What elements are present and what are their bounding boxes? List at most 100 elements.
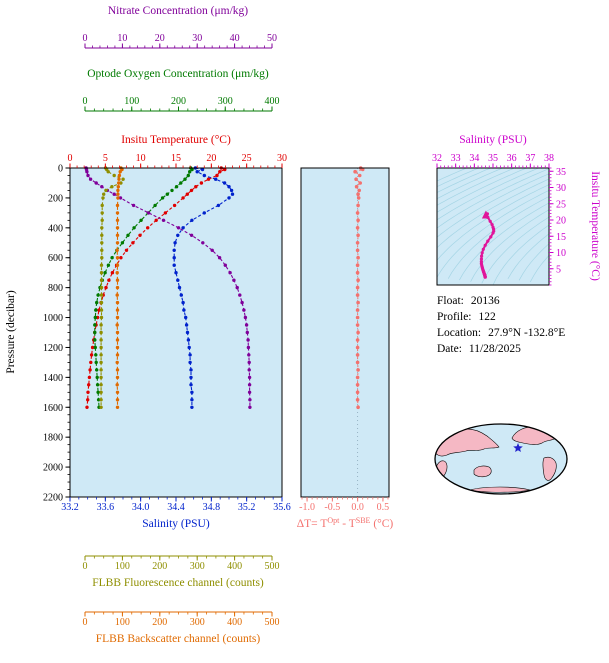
tick-label: 33 xyxy=(451,153,461,164)
tick-label: 34 xyxy=(469,153,479,164)
tick-label: 600 xyxy=(48,253,63,264)
tick-label: 30 xyxy=(556,183,566,194)
tick-label: 35 xyxy=(556,167,566,178)
tick-label: 400 xyxy=(265,96,280,107)
tick-label: 30 xyxy=(192,33,202,44)
tick-label: 1200 xyxy=(43,343,63,354)
tick-label: 0.5 xyxy=(377,502,390,513)
tick-label: 35 xyxy=(488,153,498,164)
tick-label: 100 xyxy=(124,96,139,107)
tick-label: 33.2 xyxy=(61,502,79,513)
delta-t-axis: -1.0 -0.5 0.0 0.5 xyxy=(299,497,389,513)
tick-label: 1800 xyxy=(43,433,63,444)
tick-label: 2000 xyxy=(43,463,63,474)
curve-salinity xyxy=(173,167,234,408)
tick-label: 1600 xyxy=(43,403,63,414)
location-label: Location: xyxy=(437,327,482,339)
tick-label: 0 xyxy=(83,33,88,44)
tick-label: 400 xyxy=(227,617,242,628)
tick-label: 20 xyxy=(155,33,165,44)
date-value: 11/28/2025 xyxy=(468,343,521,355)
tick-label: 40 xyxy=(230,33,240,44)
tick-label: 1000 xyxy=(43,313,63,324)
profile-start-arrow xyxy=(481,210,490,219)
tick-label: 30 xyxy=(277,153,287,164)
fluorescence-axis: 0 100 200 300 400 500 xyxy=(83,555,280,572)
delta-t-title-mid: - T xyxy=(339,518,355,530)
isopycnal-contours xyxy=(437,168,549,285)
float-label: Float: xyxy=(437,295,464,307)
tick-label: 300 xyxy=(190,561,205,572)
tick-label: -1.0 xyxy=(299,502,315,513)
tick-label: 300 xyxy=(218,96,233,107)
tick-label: 800 xyxy=(48,283,63,294)
tick-label: -0.5 xyxy=(324,502,340,513)
nitrate-axis: 0 10 20 30 40 50 xyxy=(83,33,277,49)
tick-label: 200 xyxy=(152,561,167,572)
tick-label: 0 xyxy=(83,96,88,107)
salinity-axis: 33.2 33.6 34.0 34.4 34.8 35.2 35.6 xyxy=(61,497,291,513)
date-label: Date: xyxy=(437,343,462,355)
tick-label: 34.0 xyxy=(132,502,150,513)
float-info-block: Float: 20136 Profile: 122 Location: 27.9°N … xyxy=(437,293,565,357)
backscatter-axis: 0 100 200 300 400 500 xyxy=(83,611,280,628)
ts-curve xyxy=(479,210,496,279)
float-info-row: Date: 11/28/2025 xyxy=(437,341,565,357)
fluorescence-axis-title: FLBB Fluorescence channel (counts) xyxy=(92,577,264,589)
tick-label: 300 xyxy=(190,617,205,628)
tick-label: 25 xyxy=(556,199,566,210)
tick-label: 25 xyxy=(242,153,252,164)
delta-t-axis-title: ΔT= TOpt - TSBE (°C) xyxy=(297,516,394,530)
tick-label: 38 xyxy=(544,153,554,164)
world-map xyxy=(434,423,568,495)
ts-salinity-axis: 32 33 34 35 36 37 38 xyxy=(432,153,554,168)
profile-value: 122 xyxy=(478,311,496,323)
tick-label: 200 xyxy=(48,193,63,204)
pressure-axis: 0 200 400 600 800 1000 1200 1400 1600 1800 2000 220… xyxy=(43,164,70,504)
tick-label: 0 xyxy=(58,164,63,175)
backscatter-axis-title: FLBB Backscatter channel (counts) xyxy=(96,633,261,645)
tick-label: 20 xyxy=(556,216,566,227)
tick-label: 32 xyxy=(432,153,442,164)
tick-label: 20 xyxy=(206,153,216,164)
tick-label: 50 xyxy=(267,33,277,44)
oxygen-axis: 0 100 200 300 400 xyxy=(83,96,280,112)
tick-label: 10 xyxy=(136,153,146,164)
delta-t-title-sup1: Opt xyxy=(327,516,340,525)
temperature-axis-title: Insitu Temperature (°C) xyxy=(121,134,231,146)
tick-label: 33.6 xyxy=(97,502,115,513)
tick-label: 0 xyxy=(68,153,73,164)
delta-t-title-suffix: (°C) xyxy=(370,518,393,530)
tick-label: 100 xyxy=(115,561,130,572)
tick-label: 34.4 xyxy=(167,502,185,513)
float-value: 20136 xyxy=(470,295,500,307)
tick-label: 500 xyxy=(265,561,280,572)
tick-label: 400 xyxy=(48,223,63,234)
delta-t-series xyxy=(353,166,365,410)
profile-label: Profile: xyxy=(437,311,472,323)
delta-t-title-prefix: ΔT= T xyxy=(297,518,328,530)
tick-label: 2200 xyxy=(43,493,63,504)
nitrate-axis-title: Nitrate Concentration (μm/kg) xyxy=(108,5,248,17)
tick-label: 15 xyxy=(556,232,566,243)
tick-label: 100 xyxy=(115,617,130,628)
float-info-row: Profile: 122 xyxy=(437,309,565,325)
delta-plot-area xyxy=(301,168,389,497)
float-info-row: Location: 27.9°N -132.8°E xyxy=(437,325,565,341)
tick-label: 5 xyxy=(103,153,108,164)
delta-frame xyxy=(300,167,390,498)
ts-salinity-axis-title: Salinity (PSU) xyxy=(459,134,527,146)
tick-label: 10 xyxy=(117,33,127,44)
ts-temperature-axis: 5 10 15 20 25 30 35 xyxy=(549,167,566,286)
tick-label: 35.6 xyxy=(273,502,291,513)
tick-label: 34.8 xyxy=(203,502,221,513)
tick-label: 200 xyxy=(152,617,167,628)
tick-label: 0 xyxy=(83,561,88,572)
location-value: 27.9°N -132.8°E xyxy=(488,327,566,339)
tick-label: 36 xyxy=(507,153,517,164)
tick-label: 400 xyxy=(227,561,242,572)
tick-label: 0.0 xyxy=(351,502,364,513)
tick-label: 37 xyxy=(525,153,535,164)
